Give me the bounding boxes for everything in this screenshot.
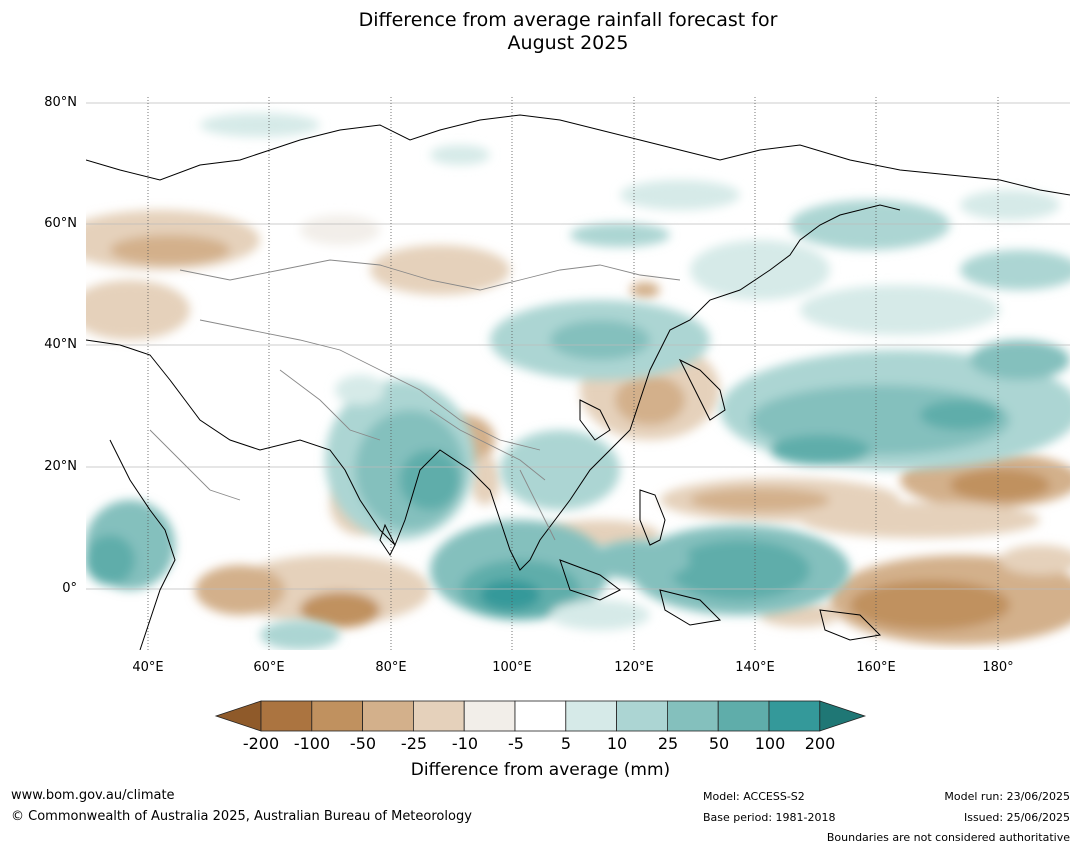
colorbar-cell [412, 700, 465, 732]
lon-label-40e: 40°E [132, 660, 164, 675]
lon-label-120e: 120°E [614, 660, 654, 675]
colorbar-tick: 50 [708, 734, 730, 753]
title-line-2: August 2025 [507, 32, 629, 54]
issued-text: Issued: 25/06/2025 [963, 811, 1070, 824]
colorbar-tick: -25 [400, 734, 428, 753]
lon-label-100e: 100°E [492, 660, 532, 675]
chart-title: Difference from average rainfall forecas… [0, 9, 1081, 55]
model-text: Model: ACCESS-S2 [703, 790, 805, 803]
colorbar-cell [768, 700, 821, 732]
colorbar-cell [565, 700, 617, 732]
copyright-text: © Commonwealth of Australia 2025, Austra… [11, 809, 472, 824]
colorbar-title: Difference from average (mm) [410, 760, 671, 780]
lat-label-0: 0° [62, 581, 77, 596]
lon-label-140e: 140°E [735, 660, 775, 675]
lon-label-180: 180° [982, 660, 1014, 675]
graticule [86, 97, 1070, 650]
colorbar-cell [362, 700, 414, 732]
colorbar [214, 700, 867, 732]
map-area [86, 97, 1070, 650]
colorbar-tick: -5 [508, 734, 524, 753]
colorbar-tick: -10 [451, 734, 479, 753]
colorbar-cell [514, 700, 567, 732]
colorbar-cell [717, 700, 770, 732]
colorbar-cell [260, 700, 313, 732]
disclaimer-text: Boundaries are not considered authoritat… [826, 831, 1070, 844]
colorbar-tick: 25 [657, 734, 679, 753]
lat-label-20n: 20°N [44, 459, 77, 474]
colorbar-tick: 10 [606, 734, 628, 753]
colorbar-extend-high [819, 700, 867, 732]
colorbar-tick: 100 [754, 734, 786, 753]
colorbar-cell [616, 700, 668, 732]
lat-label-40n: 40°N [44, 337, 77, 352]
colorbar-tick: 5 [560, 734, 572, 753]
country-borders [149, 259, 681, 541]
colorbar-cell [463, 700, 516, 732]
colorbar-tick: -50 [349, 734, 377, 753]
colorbar-cell [667, 700, 719, 732]
colorbar-extend-low [214, 700, 262, 732]
lat-label-80n: 80°N [44, 95, 77, 110]
model-run-text: Model run: 23/06/2025 [944, 790, 1070, 803]
lon-label-60e: 60°E [253, 660, 285, 675]
colorbar-tick: 200 [804, 734, 836, 753]
website-link[interactable]: www.bom.gov.au/climate [11, 788, 175, 803]
lat-label-60n: 60°N [44, 216, 77, 231]
colorbar-cell [311, 700, 363, 732]
colorbar-tick: -100 [293, 734, 331, 753]
title-line-1: Difference from average rainfall forecas… [358, 9, 778, 31]
base-period-text: Base period: 1981-2018 [703, 811, 836, 824]
lon-label-80e: 80°E [375, 660, 407, 675]
coastlines [86, 114, 1070, 650]
colorbar-tick: -200 [242, 734, 280, 753]
lon-label-160e: 160°E [856, 660, 896, 675]
